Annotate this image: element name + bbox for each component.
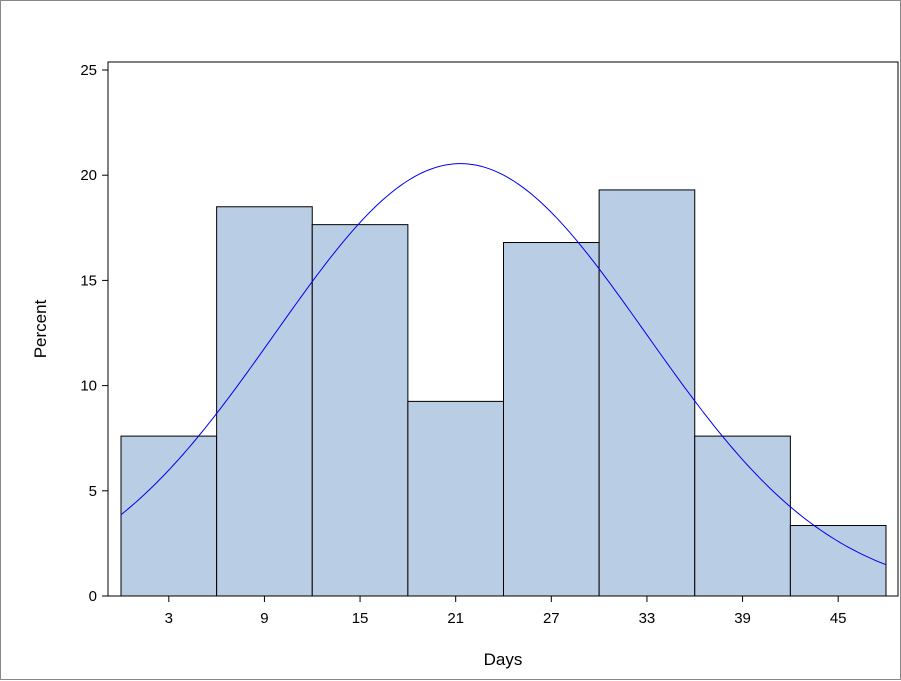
x-axis-title: Days [484,650,523,669]
y-tick-label: 10 [80,378,97,395]
y-axis-title: Percent [31,299,50,358]
x-tick-label: 21 [447,610,464,627]
histogram-bar-33 [598,189,696,597]
y-tick-label: 15 [80,272,97,289]
histogram-bar-45 [789,525,887,597]
x-tick-label: 15 [352,610,369,627]
histogram-bar-39 [694,435,791,597]
x-tick-label: 9 [260,610,268,627]
plot-area-border [107,61,899,597]
y-tick-label: 5 [89,483,97,500]
histogram-bar-9 [216,206,313,597]
histogram-bar-15 [311,224,409,597]
y-axis: 0 5 10 15 20 25 [80,62,108,605]
y-tick-label: 20 [80,167,97,184]
x-tick-label: 39 [734,610,751,627]
histogram-bar-3 [120,435,218,597]
x-tick-label: 3 [165,610,173,627]
bars-group [120,189,887,597]
normal-curve [120,163,887,566]
x-tick-label: 27 [543,610,560,627]
histogram-bar-21 [407,400,504,597]
y-tick-label: 0 [89,588,97,605]
y-tick-label: 25 [80,62,97,79]
x-tick-label: 45 [830,610,847,627]
histogram-bar-27 [503,242,600,597]
x-tick-label: 33 [639,610,656,627]
x-axis: 3 9 15 21 27 33 39 45 [165,596,847,627]
